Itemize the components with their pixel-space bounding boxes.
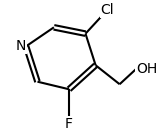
Text: N: N bbox=[16, 39, 26, 53]
Text: OH: OH bbox=[136, 62, 157, 76]
Text: Cl: Cl bbox=[101, 3, 114, 17]
Text: F: F bbox=[65, 117, 73, 131]
